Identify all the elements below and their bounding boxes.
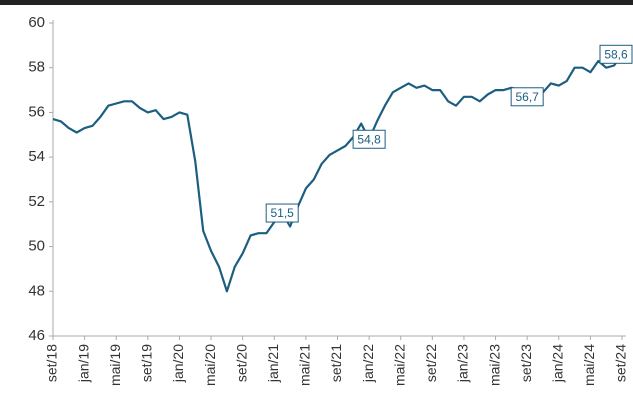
value-label: 56,7: [515, 90, 539, 104]
x-tick-label: set/23: [518, 344, 534, 382]
value-label-box: [510, 87, 544, 107]
x-tick-label: mai/24: [581, 344, 597, 386]
value-label: 58,6: [604, 47, 628, 61]
y-tick-label: 58: [28, 59, 45, 76]
value-label: 51,5: [271, 206, 295, 220]
top-bar: [0, 0, 633, 5]
y-tick-label: 56: [28, 103, 45, 120]
value-label-box: [599, 44, 633, 64]
x-tick-label: jan/21: [265, 344, 281, 383]
x-tick-label: mai/21: [297, 344, 313, 386]
x-tick-label: set/18: [44, 344, 60, 382]
value-label-box: [265, 203, 299, 223]
y-tick-label: 48: [28, 282, 45, 299]
y-tick-label: 46: [28, 327, 45, 344]
x-tick-label: jan/24: [549, 344, 565, 383]
x-tick-label: jan/22: [360, 344, 376, 383]
value-label: 54,8: [357, 132, 381, 146]
x-tick-label: mai/22: [391, 344, 407, 386]
y-tick-label: 60: [28, 14, 45, 31]
y-tick-label: 52: [28, 193, 45, 210]
x-tick-label: jan/23: [455, 344, 471, 383]
x-tick-label: set/19: [139, 344, 155, 382]
x-tick-label: jan/20: [170, 344, 186, 383]
x-tick-label: set/20: [233, 344, 249, 382]
x-tick-label: mai/20: [202, 344, 218, 386]
x-tick-label: set/22: [423, 344, 439, 382]
x-tick-label: mai/19: [107, 344, 123, 386]
y-tick-label: 50: [28, 238, 45, 255]
x-tick-label: set/21: [328, 344, 344, 382]
y-tick-label: 54: [28, 148, 45, 165]
x-tick-label: mai/23: [486, 344, 502, 386]
value-label-box: [352, 129, 386, 149]
x-tick-label: jan/19: [75, 344, 91, 383]
x-tick-label: set/24: [613, 344, 629, 382]
